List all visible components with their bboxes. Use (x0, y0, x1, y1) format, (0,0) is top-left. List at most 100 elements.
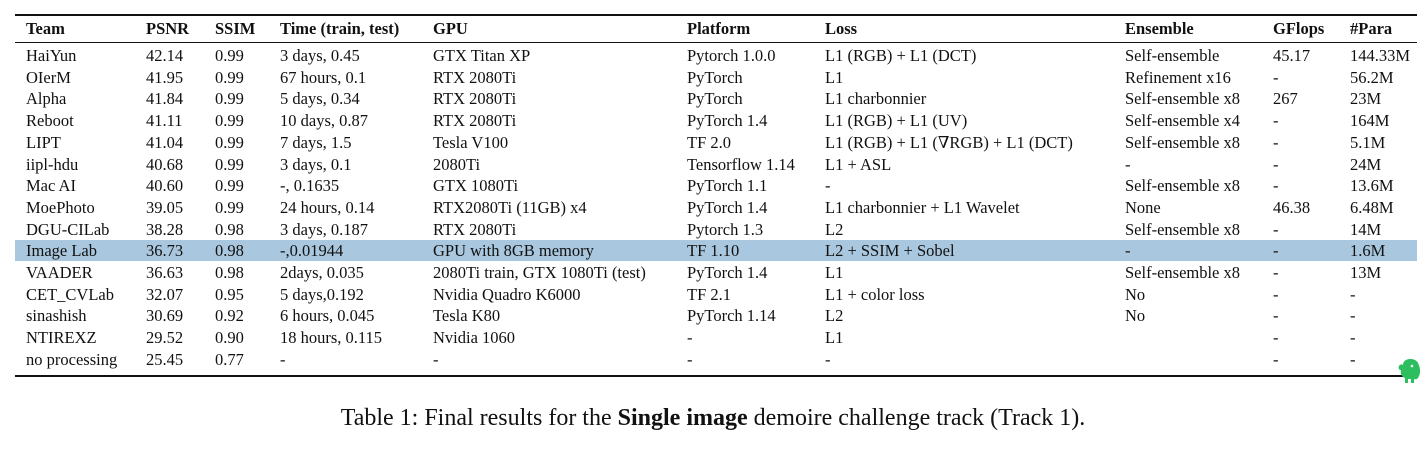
cell-ensemble: Self-ensemble x8 (1125, 132, 1241, 152)
cell-gpu: Tesla K80 (433, 306, 501, 326)
cell-time: 24 hours, 0.14 (280, 197, 375, 217)
cell-time: 3 days, 0.187 (280, 219, 368, 239)
cell-ssim: 0.98 (215, 219, 244, 239)
cell-loss: L1 + ASL (825, 154, 892, 174)
cell-loss: - (825, 176, 831, 196)
cell-gflops: - (1273, 67, 1279, 87)
cell-team: VAADER (26, 263, 93, 282)
cell-platform: - (687, 349, 693, 369)
table-row: VAADER 36.63 0.98 2days, 0.035 2080Ti train,… (15, 262, 1417, 283)
cell-params: 13M (1350, 263, 1382, 282)
table-row: LIPT 41.04 0.99 7 days, 1.5 Tesla V100 TF 2.0… (15, 132, 1417, 153)
cell-params: 164M (1350, 111, 1390, 131)
cell-time: 3 days, 0.1 (280, 154, 352, 174)
cell-team: LIPT (26, 132, 61, 152)
cell-team: OIerM (26, 67, 71, 87)
cell-ssim: 0.99 (215, 89, 244, 109)
table-bottom-rule (15, 375, 1417, 377)
cell-gpu: - (433, 349, 439, 369)
cell-loss: L2 (825, 219, 844, 239)
cell-gflops: 45.17 (1273, 46, 1311, 65)
cell-platform: PyTorch (687, 89, 743, 109)
cell-ensemble: No (1125, 306, 1146, 326)
cell-psnr: 30.69 (146, 306, 184, 326)
cell-team: CET_CVLab (26, 284, 114, 304)
cell-ssim: 0.90 (215, 328, 244, 348)
cell-time: -,0.01944 (280, 241, 344, 261)
cell-ensemble: Self-ensemble x8 (1125, 219, 1241, 239)
cell-team: MoePhoto (26, 197, 95, 217)
cell-ensemble: Refinement x16 (1125, 67, 1231, 87)
cell-params: 6.48M (1350, 197, 1394, 217)
header-ensemble: Ensemble (1125, 19, 1194, 38)
cell-platform: PyTorch (687, 67, 743, 87)
cell-team: Reboot (26, 111, 74, 131)
cell-psnr: 36.63 (146, 263, 184, 282)
table-row: no processing 25.45 0.77 - - - - - - (15, 349, 1417, 370)
cell-team: NTIREXZ (26, 328, 97, 348)
cell-time: 6 hours, 0.045 (280, 306, 375, 326)
cell-gflops: - (1273, 263, 1279, 282)
cell-time: 3 days, 0.45 (280, 46, 360, 65)
cell-params: 23M (1350, 89, 1382, 109)
cell-team: DGU-CILab (26, 219, 110, 239)
table-row: Alpha 41.84 0.99 5 days, 0.34 RTX 2080Ti PyTo… (15, 88, 1417, 109)
table-row: DGU-CILab 38.28 0.98 3 days, 0.187 RTX 2080T… (15, 219, 1417, 240)
cell-ssim: 0.77 (215, 349, 244, 369)
table-row: OIerM 41.95 0.99 67 hours, 0.1 RTX 2080Ti PyT… (15, 67, 1417, 88)
cell-gpu: RTX 2080Ti (433, 111, 517, 131)
cell-loss: L1 (RGB) + L1 (UV) (825, 111, 968, 131)
cell-gflops: - (1273, 219, 1279, 239)
cell-gflops: - (1273, 111, 1279, 131)
cell-params: 14M (1350, 219, 1382, 239)
cell-loss: L1 (RGB) + L1 (DCT) (825, 46, 977, 65)
cell-platform: PyTorch 1.1 (687, 176, 768, 196)
cell-gflops: 267 (1273, 89, 1298, 109)
evernote-elephant-icon[interactable] (1397, 357, 1423, 385)
caption-prefix: Table 1: Final results for the (340, 405, 618, 431)
cell-team: Image Lab (26, 241, 98, 261)
cell-team: Mac AI (26, 176, 76, 196)
caption-suffix: demoire challenge track (Track 1). (747, 405, 1086, 431)
header-psnr: PSNR (146, 19, 190, 38)
cell-platform: TF 2.1 (687, 284, 732, 304)
table-row: Reboot 41.11 0.99 10 days, 0.87 RTX 2080Ti Py… (15, 110, 1417, 131)
cell-psnr: 25.45 (146, 349, 184, 369)
cell-team: no processing (26, 349, 118, 369)
cell-gpu: Nvidia Quadro K6000 (433, 284, 581, 304)
cell-ssim: 0.92 (215, 306, 244, 326)
cell-loss: L2 + SSIM + Sobel (825, 241, 955, 261)
cell-ssim: 0.95 (215, 284, 244, 304)
table-row: HaiYun 42.14 0.99 3 days, 0.45 GTX Titan XP P… (15, 45, 1417, 66)
cell-loss: L1 charbonnier + L1 Wavelet (825, 197, 1020, 217)
cell-platform: Pytorch 1.0.0 (687, 46, 776, 65)
cell-ssim: 0.99 (215, 67, 244, 87)
cell-gpu: GTX Titan XP (433, 46, 531, 65)
cell-time: 10 days, 0.87 (280, 111, 368, 131)
table-header-rule (15, 42, 1417, 43)
cell-platform: PyTorch 1.4 (687, 197, 768, 217)
cell-time: - (280, 349, 286, 369)
cell-platform: Pytorch 1.3 (687, 219, 764, 239)
header-gflops: GFlops (1273, 19, 1325, 38)
cell-loss: L1 (825, 263, 844, 282)
header-loss: Loss (825, 19, 858, 38)
cell-gpu: 2080Ti train, GTX 1080Ti (test) (433, 263, 646, 282)
cell-platform: Tensorflow 1.14 (687, 154, 795, 174)
cell-team: iipl-hdu (26, 154, 79, 174)
cell-ssim: 0.99 (215, 111, 244, 131)
cell-time: 67 hours, 0.1 (280, 67, 367, 87)
header-gpu: GPU (433, 19, 468, 38)
cell-platform: TF 2.0 (687, 132, 732, 152)
table-top-rule (15, 14, 1417, 16)
cell-ssim: 0.99 (215, 46, 244, 65)
cell-ensemble: Self-ensemble (1125, 46, 1220, 65)
table-header-row: Team PSNR SSIM Time (train, test) GPU Pl… (15, 17, 1417, 41)
table-caption: Table 1: Final results for the Single im… (0, 402, 1426, 434)
cell-psnr: 39.05 (146, 197, 184, 217)
cell-gpu: GTX 1080Ti (433, 176, 519, 196)
cell-loss: L2 (825, 306, 844, 326)
cell-gpu: 2080Ti (433, 154, 481, 174)
header-params: #Para (1350, 19, 1393, 38)
cell-ssim: 0.98 (215, 241, 244, 261)
